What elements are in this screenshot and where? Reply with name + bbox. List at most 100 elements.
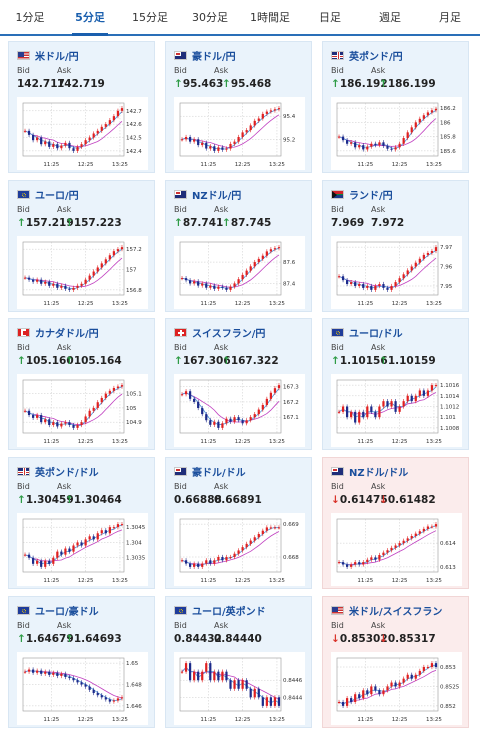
rate-card[interactable]: 英ポンド/円 Bid Ask ↑186.192 ↑186.199 186.2 186 185.…	[322, 41, 469, 173]
rate-card[interactable]: ユーロ/豪ドル Bid Ask ↑1.64679 ↑1.64693 1.65 1.648 1.…	[8, 596, 155, 728]
rate-card[interactable]: ユーロ/円 Bid Ask ↑157.219 ↑157.223 157.2 157 156.8…	[8, 180, 155, 312]
candle	[350, 282, 353, 285]
price-chart[interactable]: 95.4 95.2 11:25 12:25 13:25	[174, 97, 305, 170]
price-chart[interactable]: 0.853 0.8525 0.852 11:25 12:25 13:25	[331, 652, 462, 725]
rate-card[interactable]: スイスフラン/円 Bid Ask ↑167.306 ↑167.322 167.3 167.2…	[165, 318, 312, 450]
candle	[410, 266, 413, 271]
candle	[209, 146, 212, 149]
y-tick-label: 185.6	[440, 149, 456, 155]
candle	[23, 277, 27, 279]
price-chart[interactable]: 1.65 1.648 1.646 11:25 12:25 13:25	[17, 652, 148, 725]
ask-value: ↓0.61482	[379, 494, 436, 506]
price-chart[interactable]: 0.669 0.668 11:25 12:25 13:25	[174, 513, 305, 586]
y-tick-label: 142.4	[126, 149, 142, 155]
tab-6[interactable]: 週足	[379, 11, 401, 24]
ask-label: Ask	[371, 205, 386, 214]
card-header: ユーロ/英ポンド	[174, 603, 266, 618]
candlestick-chart: 7.97 7.96 7.95 11:25 12:25 13:25	[336, 241, 453, 307]
tab-7[interactable]: 月足	[439, 11, 461, 24]
pair-name[interactable]: カナダドル/円	[35, 328, 99, 340]
pair-name[interactable]: 英ポンド/円	[349, 51, 403, 63]
tab-1[interactable]: 5分足	[60, 0, 120, 36]
bid-value: ↑105.160	[17, 355, 74, 367]
tab-4[interactable]: 1時間足	[250, 11, 290, 24]
price-chart[interactable]: 186.2 186 185.8 185.6 11:25 12:25 13:25	[331, 97, 462, 170]
candle	[265, 398, 268, 405]
candle	[398, 406, 401, 412]
rate-card[interactable]: 英ポンド/ドル Bid Ask ↑1.30459 ↑1.30464 1.3045 1.304…	[8, 457, 155, 589]
candle	[273, 697, 277, 706]
pair-name[interactable]: NZドル/円	[192, 190, 242, 202]
price-chart[interactable]: 1.1016 1.1014 1.1012 1.101 1.1008 11:25 12:25 1…	[331, 374, 462, 447]
candle	[237, 137, 240, 142]
pair-name[interactable]: 豪ドル/円	[192, 51, 236, 63]
candle	[188, 137, 192, 142]
rate-card[interactable]: 米ドル/円 Bid Ask 142.717 142.719 142.7 142.6 142.5…	[8, 41, 155, 173]
pair-name[interactable]: ランド/円	[349, 190, 393, 202]
rate-card[interactable]: 豪ドル/円 Bid Ask ↑95.463 ↑95.468 95.4 95.2 11:25 12…	[165, 41, 312, 173]
candle	[261, 530, 264, 534]
candle	[382, 142, 385, 146]
price-chart[interactable]: 87.6 87.4 11:25 12:25 13:25	[174, 236, 305, 309]
pair-name[interactable]: 豪ドル/ドル	[192, 467, 246, 479]
candle	[434, 663, 438, 668]
candle	[253, 688, 256, 698]
x-tick-label: 11:25	[200, 162, 216, 168]
card-header: ユーロ/豪ドル	[17, 603, 99, 618]
tab-3[interactable]: 30分足	[192, 11, 228, 24]
card-header: 豪ドル/ドル	[174, 464, 246, 479]
pair-name[interactable]: 英ポンド/ドル	[35, 467, 99, 479]
rate-card[interactable]: 豪ドル/ドル Bid Ask 0.66888 0.66891 0.669 0.668 11:2…	[165, 457, 312, 589]
x-tick-label: 12:25	[235, 578, 251, 584]
candle	[269, 697, 273, 706]
candle	[229, 557, 232, 559]
price-chart[interactable]: 167.3 167.2 167.1 11:25 12:25 13:25	[174, 374, 305, 447]
candle	[92, 271, 95, 276]
ask-value: 7.972	[371, 217, 405, 229]
tab-2[interactable]: 15分足	[132, 11, 168, 24]
candle	[354, 562, 357, 565]
candle	[180, 278, 184, 280]
pair-name[interactable]: 米ドル/スイスフラン	[349, 606, 443, 618]
tab-5[interactable]: 日足	[319, 11, 341, 24]
rate-card[interactable]: ユーロ/英ポンド Bid Ask 0.84432 0.84440 0.8446 0.8444…	[165, 596, 312, 728]
rate-card[interactable]: NZドル/ドル Bid Ask ↓0.61475 ↓0.61482 0.614 0.613 1…	[322, 457, 469, 589]
candle	[72, 678, 75, 681]
pair-name[interactable]: ユーロ/ドル	[349, 328, 403, 340]
candle	[188, 663, 192, 681]
candle	[418, 670, 421, 675]
x-tick-label: 13:25	[269, 301, 285, 307]
price-chart[interactable]: 7.97 7.96 7.95 11:25 12:25 13:25	[331, 236, 462, 309]
pair-name[interactable]: ユーロ/円	[35, 190, 79, 202]
x-tick-label: 11:25	[357, 439, 373, 445]
price-chart[interactable]: 0.614 0.613 11:25 12:25 13:25	[331, 513, 462, 586]
price-chart[interactable]: 105.1 105 104.9 11:25 12:25 13:25	[17, 374, 148, 447]
candle	[180, 560, 184, 562]
candle	[56, 672, 59, 676]
y-tick-label: 142.6	[126, 122, 142, 128]
x-tick-label: 11:25	[200, 578, 216, 584]
price-chart[interactable]: 157.2 157 156.8 11:25 12:25 13:25	[17, 236, 148, 309]
pair-name[interactable]: NZドル/ドル	[349, 467, 409, 479]
x-tick-label: 11:25	[43, 162, 59, 168]
price-chart[interactable]: 142.7 142.6 142.5 142.4 11:25 12:25 13:25	[17, 97, 148, 170]
candle	[52, 557, 55, 564]
candle	[80, 422, 83, 426]
pair-name[interactable]: ユーロ/豪ドル	[35, 606, 99, 618]
rate-card[interactable]: ユーロ/ドル Bid Ask ↑1.10156 ↑1.10159 1.1016 1.1014…	[322, 318, 469, 450]
rate-card[interactable]: カナダドル/円 Bid Ask ↑105.160 ↑105.164 105.1 105 104…	[8, 318, 155, 450]
rate-card[interactable]: 米ドル/スイスフラン Bid Ask ↓0.85302 ↓0.85317 0.853 0.8…	[322, 596, 469, 728]
y-tick-label: 0.8525	[440, 684, 460, 690]
rate-card[interactable]: NZドル/円 Bid Ask ↑87.741 ↑87.745 87.6 87.4 11:25 1…	[165, 180, 312, 312]
rate-card[interactable]: ランド/円 Bid Ask 7.969 7.972 7.97 7.96 7.95 11:25 12…	[322, 180, 469, 312]
pair-name[interactable]: スイスフラン/円	[192, 328, 266, 340]
pair-name[interactable]: 米ドル/円	[35, 51, 79, 63]
card-header: 英ポンド/円	[331, 48, 403, 63]
candle	[358, 284, 361, 286]
card-header: ユーロ/ドル	[331, 325, 403, 340]
price-chart[interactable]: 0.8446 0.8444 11:25 12:25 13:25	[174, 652, 305, 725]
card-header: ユーロ/円	[17, 187, 79, 202]
price-chart[interactable]: 1.3045 1.304 1.3035 11:25 12:25 13:25	[17, 513, 148, 586]
pair-name[interactable]: ユーロ/英ポンド	[192, 606, 266, 618]
tab-0[interactable]: 1分足	[15, 11, 45, 24]
